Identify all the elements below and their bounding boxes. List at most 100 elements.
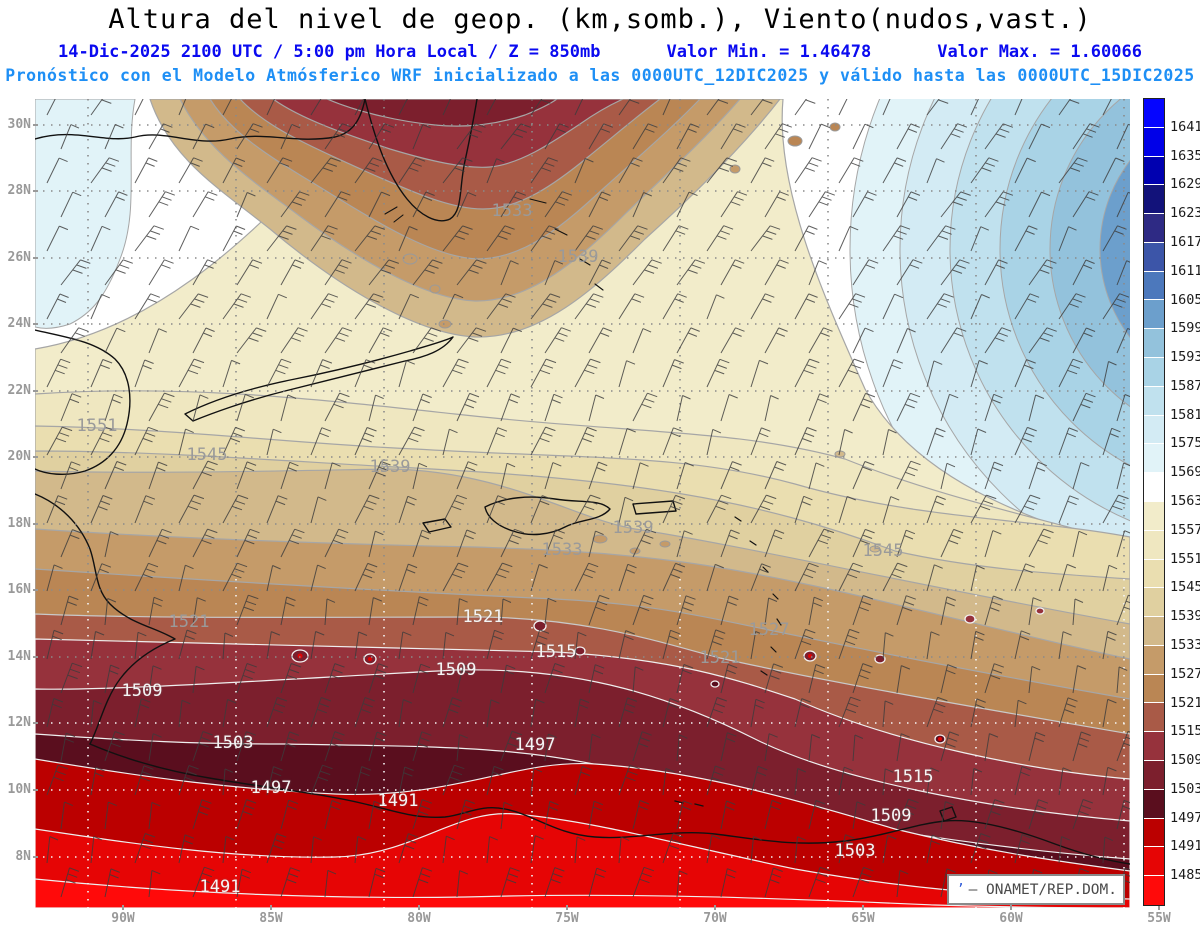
wind-barb — [324, 327, 353, 354]
wind-barb — [1058, 495, 1079, 524]
wind-barb — [808, 191, 835, 218]
wind-barb — [90, 225, 111, 252]
wind-barb — [838, 225, 859, 252]
wind-barb — [794, 495, 813, 524]
colorbar-segment — [1144, 358, 1164, 387]
wind-barb — [808, 800, 826, 830]
wind-barb — [236, 594, 259, 626]
wind-barb — [764, 663, 784, 694]
colorbar-tick-label: 1491 — [1170, 838, 1200, 855]
wind-barb — [280, 394, 297, 422]
wind-barb — [794, 225, 818, 252]
wind-barb — [618, 630, 635, 660]
wind-barb — [148, 801, 161, 830]
wind-barb — [896, 733, 910, 762]
wind-barb — [1014, 563, 1035, 592]
wind-barb — [544, 663, 565, 694]
wind-barb — [60, 327, 89, 354]
wind-barb — [104, 531, 119, 558]
wind-barb — [486, 699, 500, 728]
wind-barb — [574, 426, 597, 456]
wind-barb — [104, 393, 123, 422]
wind-barb — [764, 461, 787, 490]
wind-barb — [134, 698, 151, 728]
wind-barb — [984, 259, 1008, 286]
wind-barb — [706, 358, 730, 388]
wind-barb — [1028, 191, 1051, 218]
wind-barb — [808, 462, 825, 490]
wind-barb — [1058, 293, 1086, 320]
wind-barb — [500, 664, 516, 694]
wind-barb — [310, 293, 339, 320]
colorbar-segment — [1144, 760, 1164, 790]
wind-barb — [486, 629, 504, 660]
wind-barb — [588, 259, 611, 286]
wind-barb — [970, 99, 979, 116]
wind-barb — [882, 496, 900, 524]
wind-barb — [134, 359, 154, 388]
wind-barb — [1072, 259, 1095, 286]
lat-axis-label: 18N — [7, 516, 31, 531]
wind-barb — [852, 191, 877, 218]
wind-barb — [412, 867, 433, 898]
wind-barb — [266, 358, 292, 388]
wind-barb — [412, 529, 432, 558]
wind-barb — [46, 358, 71, 388]
wind-barb — [236, 868, 251, 898]
wind-barb — [310, 631, 325, 660]
wind-barb — [46, 836, 59, 864]
colorbar-segment — [1144, 501, 1164, 531]
wind-barb — [178, 157, 203, 184]
wind-barb — [60, 393, 82, 422]
wind-barb — [750, 698, 765, 728]
lat-axis-tick — [33, 789, 38, 791]
wind-barb — [808, 734, 821, 762]
wind-barb — [442, 428, 458, 456]
wind-barb — [574, 562, 599, 592]
wind-barb — [354, 359, 376, 388]
wind-barb — [940, 123, 968, 150]
colorbar-segment — [1144, 156, 1164, 186]
blob-camel — [402, 253, 418, 265]
wind-barb — [720, 732, 737, 762]
wind-barb — [588, 733, 601, 762]
colorbar-segment — [1144, 847, 1164, 877]
lat-axis-label: 16N — [7, 582, 31, 597]
wind-barb — [368, 123, 395, 150]
wind-barb — [662, 629, 680, 660]
colorbar-tick-label: 1599 — [1170, 320, 1200, 337]
colorbar-segment — [1144, 214, 1164, 243]
wind-barb — [896, 798, 919, 830]
wind-barb — [1014, 157, 1036, 184]
wind-barb — [1116, 327, 1130, 354]
colorbar-segment — [1144, 444, 1164, 474]
wind-barb — [486, 99, 497, 116]
lon-axis-tick — [270, 905, 272, 910]
lon-axis-tick — [1158, 905, 1160, 910]
wind-barb — [896, 869, 909, 898]
wind-barb — [632, 528, 657, 558]
wind-barb — [354, 562, 378, 592]
blob-camel — [592, 534, 608, 544]
wind-barb — [324, 800, 342, 830]
coastlines — [35, 99, 1130, 865]
wind-barb — [940, 327, 967, 354]
wind-barb — [442, 835, 455, 864]
wind-barb — [676, 395, 691, 422]
lat-axis-tick — [33, 390, 38, 392]
wind-barb — [970, 494, 997, 524]
wind-barb — [310, 157, 341, 184]
wind-barb — [588, 800, 603, 830]
wind-barb — [266, 293, 287, 320]
lon-axis-tick — [122, 905, 124, 910]
colorbar-tick-label: 1521 — [1170, 694, 1200, 711]
wind-barb — [720, 327, 745, 354]
wind-barb — [354, 293, 384, 320]
wind-barb — [236, 393, 254, 422]
wind-barb — [882, 562, 908, 592]
lon-axis-tick — [862, 905, 864, 910]
wind-barb — [1102, 157, 1125, 184]
colorbar-tick-label: 1509 — [1170, 752, 1200, 769]
wind-barb — [882, 835, 897, 864]
